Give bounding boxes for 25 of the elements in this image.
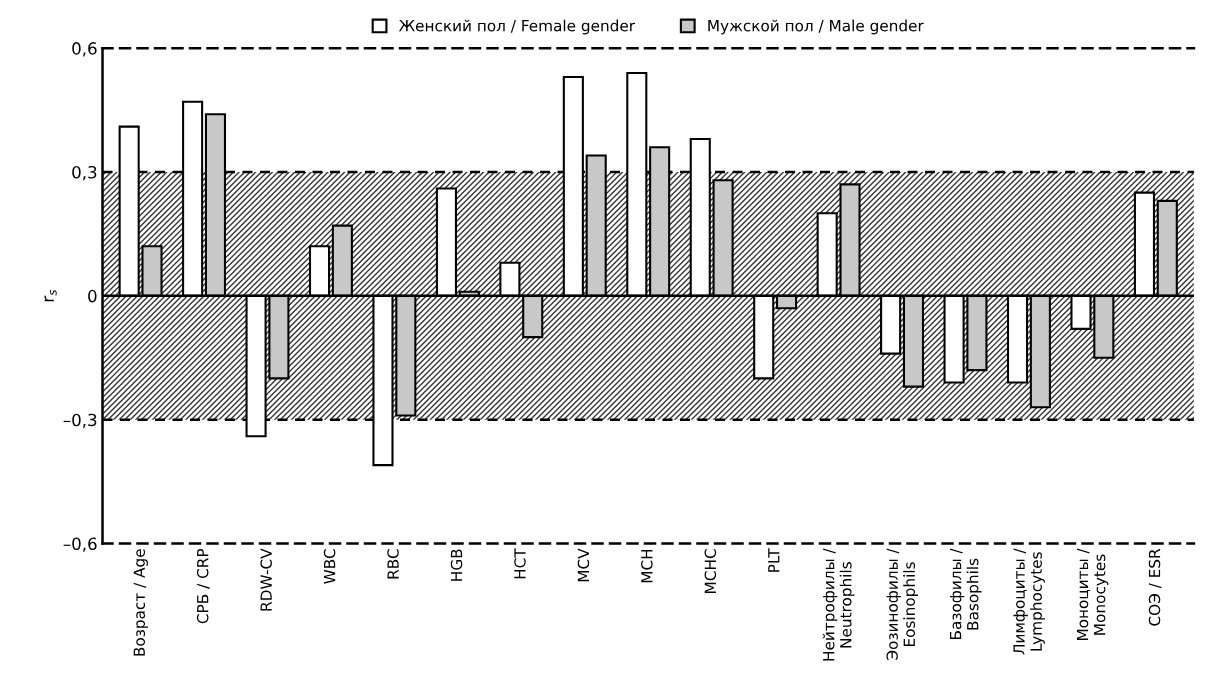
x-tick-label: Базофилы / Basophils — [950, 548, 982, 640]
legend-label: Мужской пол / Male gender — [708, 19, 924, 35]
x-tick-label: Эозинофилы / Eosinophils — [886, 548, 918, 660]
y-tick-label: 0,6 — [72, 42, 97, 57]
x-tick-label: RBC — [387, 549, 399, 579]
x-tick-label: MCH — [641, 549, 653, 583]
x-tick-label: MCV — [577, 548, 590, 582]
x-tick-label: Моноциты / Monocytes — [1076, 548, 1109, 641]
y-tick-label: –0,3 — [63, 413, 97, 428]
x-tick-label: СРБ / CRP — [196, 548, 210, 624]
x-tick-label: MCHC — [704, 549, 717, 593]
x-tick-label: Лимфоциты / Lymphocytes — [1013, 548, 1045, 655]
legend-label: Женский пол / Female gender — [398, 19, 636, 35]
x-tick-label: HGB — [450, 549, 463, 581]
x-tick-label: Возраст / Age — [133, 549, 148, 656]
x-tick-label: PLT — [768, 548, 780, 572]
y-tick-label: 0 — [88, 289, 97, 303]
x-tick-label: Нейтрофилы / Neutrophils — [822, 548, 855, 661]
x-tick-label: WBC — [323, 549, 336, 584]
x-tick-label: RDW-CV — [260, 548, 272, 611]
x-tick-label: HCT — [514, 548, 526, 579]
y-axis-title: r$_{s}$ — [44, 289, 57, 302]
x-tick-label: СОЭ / ESR — [1148, 548, 1162, 626]
y-tick-label: 0,3 — [72, 165, 97, 181]
y-tick-label: –0,6 — [63, 537, 97, 552]
